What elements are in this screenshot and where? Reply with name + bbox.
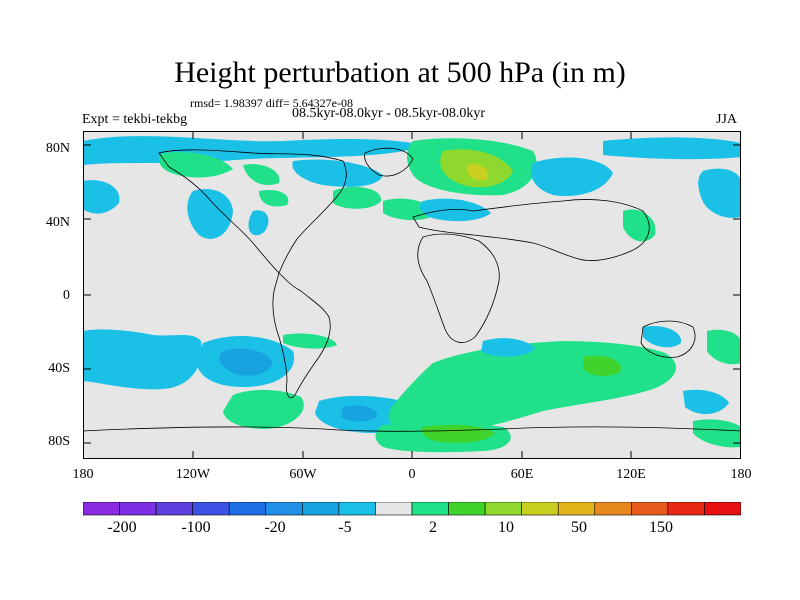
map-title: Height perturbation at 500 hPa (in m) <box>174 56 626 89</box>
height-perturbation-map <box>83 131 741 459</box>
colorbar <box>83 502 741 516</box>
colorbar-box <box>228 502 267 516</box>
colorbar-label: -20 <box>264 519 286 536</box>
colorbar-label: 150 <box>649 519 673 536</box>
colorbar-label: -200 <box>107 519 137 536</box>
lon-label-120w: 120W <box>175 467 211 482</box>
southern-positive-west <box>223 389 304 429</box>
colorbar-box <box>302 502 340 516</box>
lat-label-80n: 80N <box>45 141 70 156</box>
lat-label-eq: 0 <box>63 288 70 303</box>
colorbar-box <box>411 502 449 516</box>
north-america-coast <box>158 149 347 274</box>
south-africa-negative <box>481 338 535 357</box>
lon-label-60e: 60E <box>510 467 534 482</box>
eurasia-coast <box>412 199 650 261</box>
anomaly-fields <box>83 136 741 453</box>
colorbar-label: -5 <box>338 519 352 536</box>
colorbar-box <box>83 502 120 516</box>
rmsd-diff-stats: rmsd= 1.98397 diff= 5.64327e-08 <box>190 96 353 110</box>
colorbar-box <box>155 502 193 516</box>
npacific-positive-2 <box>259 189 289 207</box>
antarctica-coast <box>83 426 741 432</box>
southern-negative-atlantic-core <box>341 405 378 422</box>
australia-negative <box>643 325 682 348</box>
indian-ocean-positive-core <box>583 355 622 377</box>
colorbar-box <box>557 502 596 516</box>
colorbar-label: 50 <box>571 519 587 536</box>
nepacific-negative <box>698 168 741 218</box>
colorbar-box <box>338 502 376 516</box>
colorbar-box <box>667 502 705 516</box>
natlantic-positive-west <box>333 186 382 209</box>
lon-label-180e: 180 <box>730 467 752 482</box>
lon-label-60w: 60W <box>289 467 317 482</box>
colorbar-box <box>704 502 741 516</box>
npacific-positive <box>158 151 233 178</box>
colorbar-box <box>521 502 559 516</box>
australia-coast <box>640 320 696 358</box>
colorbar-box <box>375 502 413 516</box>
colorbar-box <box>119 502 157 516</box>
pacific-negative <box>187 189 233 239</box>
colorbar-box <box>265 502 303 516</box>
lat-label-40s: 40S <box>48 361 70 376</box>
southern-negative-east <box>683 389 729 415</box>
lon-label-120e: 120E <box>616 467 646 482</box>
coastlines <box>83 147 741 432</box>
colorbar-box <box>192 502 230 516</box>
npacific-negative-west <box>83 180 120 214</box>
south-america-coast <box>272 272 331 399</box>
greenland-coast <box>364 147 414 177</box>
colorbar-box <box>631 502 669 516</box>
colorbar-label: 10 <box>498 519 514 536</box>
colorbar-label: 2 <box>429 519 437 536</box>
spacific-positive-east <box>707 329 741 365</box>
lat-label-80s: 80S <box>48 434 70 449</box>
colorbar-box <box>484 502 522 516</box>
namerica-negative <box>292 159 383 187</box>
africa-coast <box>417 233 500 343</box>
japan-positive <box>623 209 656 242</box>
lon-label-0: 0 <box>408 467 416 482</box>
colorbar-box <box>594 502 632 516</box>
antarctic-positive-east <box>693 419 741 448</box>
lat-label-40n: 40N <box>45 215 70 230</box>
season-label: JJA <box>716 112 738 127</box>
europe-positive-max <box>466 163 488 181</box>
siberia-negative <box>531 157 613 197</box>
nwestcoast-positive <box>243 164 280 185</box>
namerica-west-negative <box>248 210 269 236</box>
spacific-west-edge <box>83 334 125 366</box>
arctic-negative-band-east <box>603 137 741 160</box>
colorbar-box <box>448 502 486 516</box>
argentina-positive <box>283 333 337 349</box>
spacific-negative-core <box>219 348 273 376</box>
map-ticks <box>83 131 741 459</box>
period-label: 08.5kyr-08.0kyr - 08.5kyr-08.0kyr <box>292 106 486 121</box>
experiment-label: Expt = tekbi-tekbg <box>82 112 188 127</box>
lon-label-180w: 180 <box>72 467 94 482</box>
colorbar-label: -100 <box>181 519 211 536</box>
